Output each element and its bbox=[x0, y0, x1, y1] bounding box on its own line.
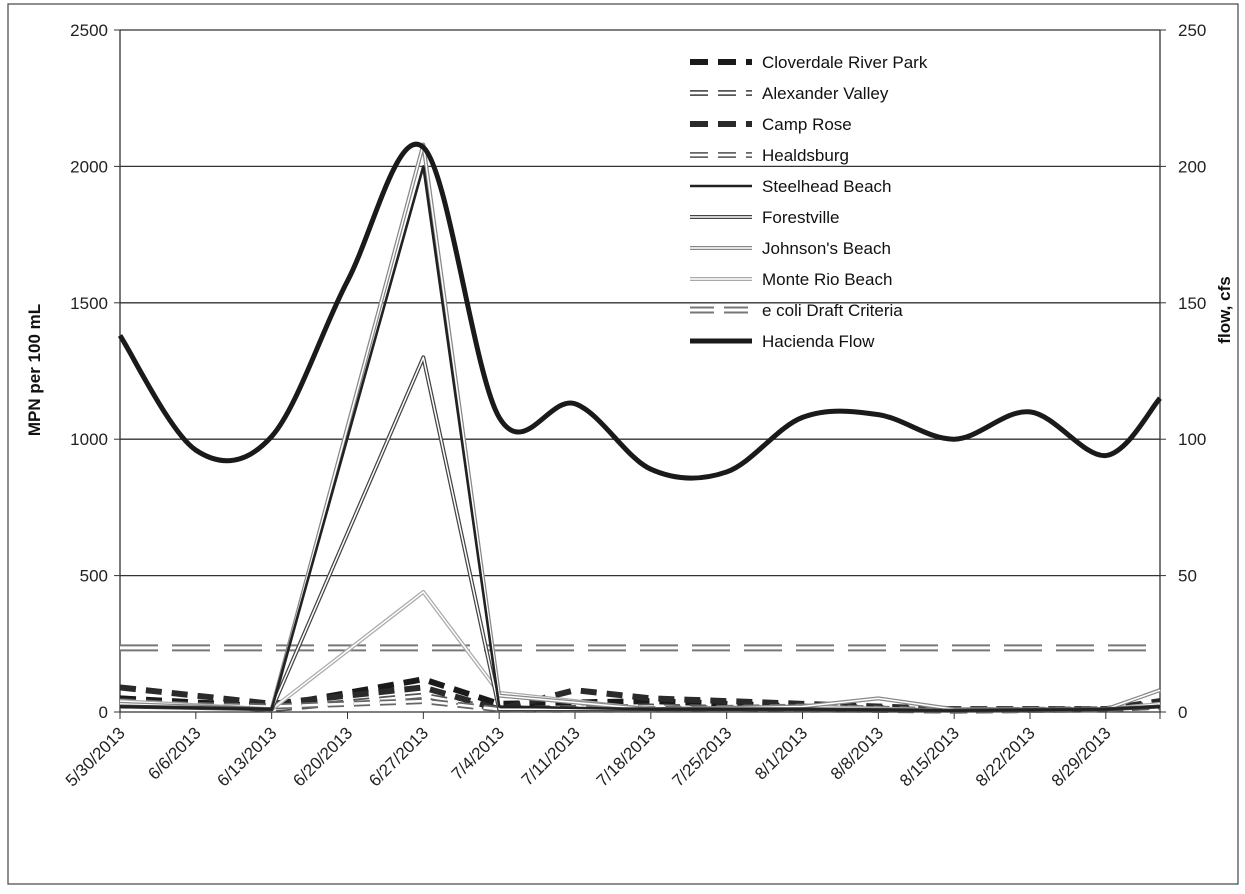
gridlines bbox=[120, 29, 1160, 577]
y-tick-label: 1500 bbox=[70, 294, 108, 313]
y2-tick-label: 200 bbox=[1178, 157, 1206, 176]
legend-label-camp-rose: Camp Rose bbox=[762, 115, 852, 134]
series-layer bbox=[117, 141, 1162, 714]
y2-tick-label: 50 bbox=[1178, 567, 1197, 586]
y2-tick-label: 250 bbox=[1178, 21, 1206, 40]
legend-label-e-coli-draft-criteria: e coli Draft Criteria bbox=[762, 301, 903, 320]
series-line-steelhead-beach bbox=[119, 165, 1161, 712]
y-tick-label: 2000 bbox=[70, 157, 108, 176]
legend-label-forestville: Forestville bbox=[762, 208, 839, 227]
legend-label-hacienda-flow: Hacienda Flow bbox=[762, 332, 875, 351]
y-tick-label: 2500 bbox=[70, 21, 108, 40]
y2-tick-label: 100 bbox=[1178, 430, 1206, 449]
legend-label-healdsburg: Healdsburg bbox=[762, 146, 849, 165]
y2-tick-label: 150 bbox=[1178, 294, 1206, 313]
y-axis-title: MPN per 100 mL bbox=[25, 304, 44, 436]
series-line-hacienda-flow bbox=[117, 141, 1162, 481]
legend-label-monte-rio-beach: Monte Rio Beach bbox=[762, 270, 892, 289]
y-tick-label: 0 bbox=[99, 703, 108, 722]
legend-label-cloverdale-river-park: Cloverdale River Park bbox=[762, 53, 928, 72]
y2-tick-label: 0 bbox=[1178, 703, 1187, 722]
legend-label-johnson-s-beach: Johnson's Beach bbox=[762, 239, 891, 258]
y-tick-label: 1000 bbox=[70, 430, 108, 449]
legend-label-steelhead-beach: Steelhead Beach bbox=[762, 177, 892, 196]
legend: Cloverdale River Park Alexander Valley Cam… bbox=[690, 53, 928, 351]
y2-axis-title: flow, cfs bbox=[1215, 276, 1234, 343]
legend-label-alexander-valley: Alexander Valley bbox=[762, 84, 889, 103]
y-tick-label: 500 bbox=[80, 567, 108, 586]
